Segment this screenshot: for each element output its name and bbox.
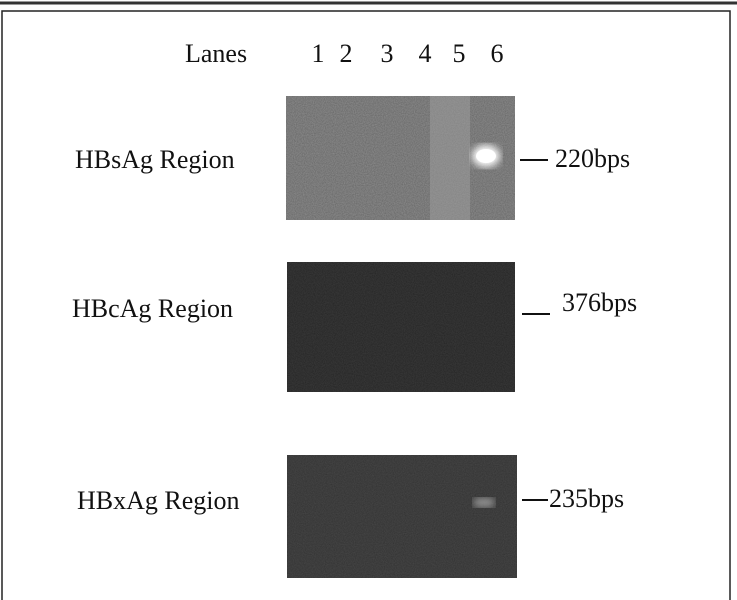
gel-image (287, 455, 517, 578)
region-label: HBsAg Region (75, 145, 235, 174)
gel-image (287, 262, 515, 392)
lane-number: 3 (381, 39, 394, 68)
lane-number: 4 (419, 39, 432, 68)
lane-number: 5 (453, 39, 466, 68)
lane-number: 6 (491, 39, 504, 68)
band-size: 376bps (562, 288, 637, 317)
band-size: 235bps (549, 484, 624, 513)
lane-number: 2 (340, 39, 353, 68)
lanes-title: Lanes (185, 39, 247, 68)
gel-band (474, 498, 494, 507)
region-label: HBcAg Region (72, 294, 233, 323)
gel-band (476, 149, 496, 163)
figure: Lanes 1 2 3 4 5 6 HBsAg Region 220bps HB… (0, 0, 737, 600)
region-label: HBxAg Region (77, 486, 240, 515)
lane-number: 1 (312, 39, 325, 68)
gel-lane (430, 96, 470, 220)
band-size: 220bps (555, 144, 630, 173)
